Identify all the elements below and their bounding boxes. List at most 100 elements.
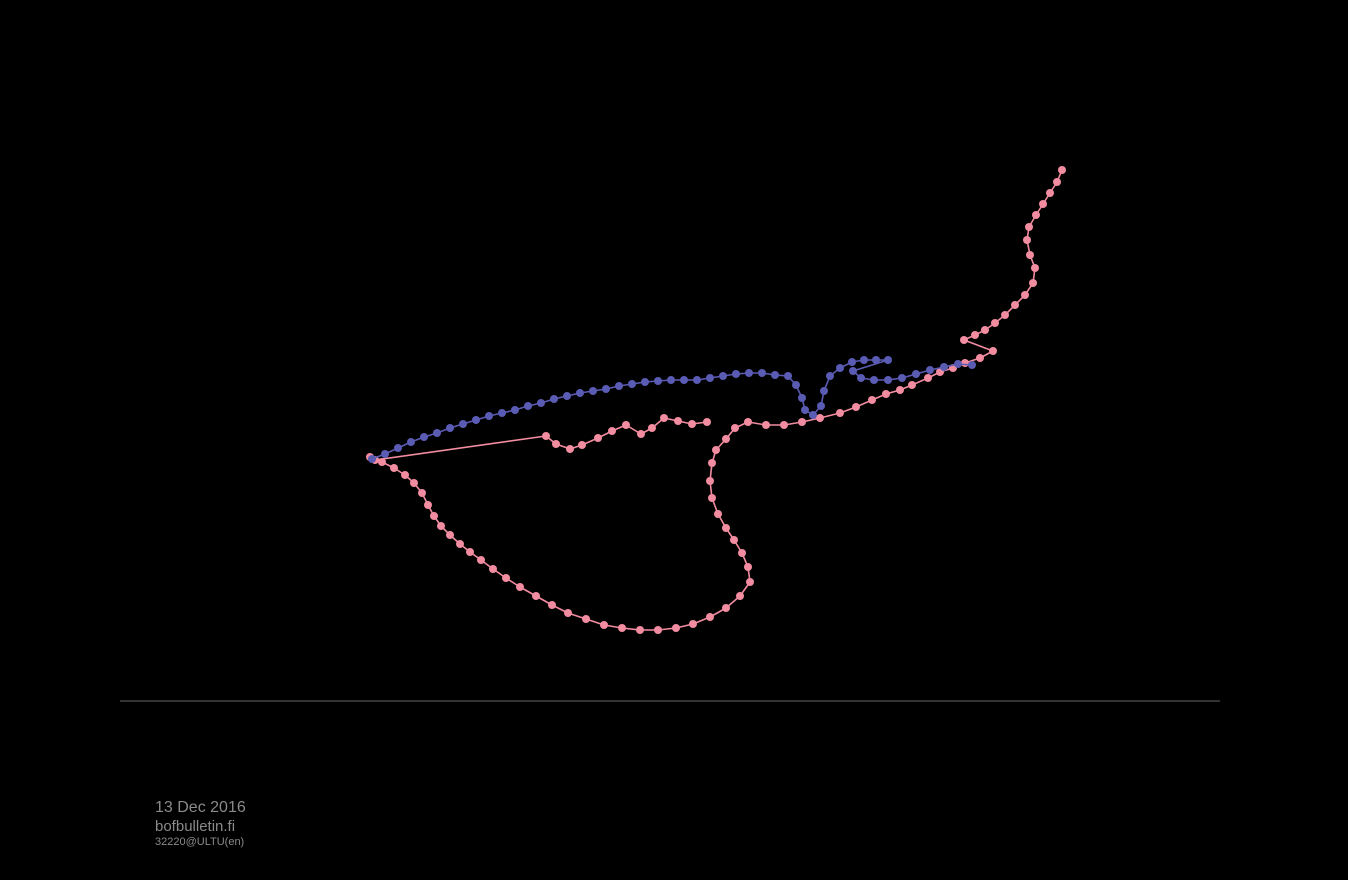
series-marker-blue bbox=[745, 369, 753, 377]
series-marker-pink bbox=[731, 424, 739, 432]
series-marker-blue bbox=[884, 376, 892, 384]
series-marker-blue bbox=[485, 412, 493, 420]
series-marker-pink bbox=[708, 494, 716, 502]
series-marker-blue bbox=[912, 370, 920, 378]
series-marker-blue bbox=[472, 416, 480, 424]
series-marker-pink bbox=[706, 613, 714, 621]
series-marker-pink bbox=[989, 347, 997, 355]
series-marker-blue bbox=[563, 392, 571, 400]
series-marker-blue bbox=[654, 377, 662, 385]
series-marker-pink bbox=[618, 624, 626, 632]
series-marker-pink bbox=[456, 540, 464, 548]
series-marker-pink bbox=[578, 441, 586, 449]
series-marker-blue bbox=[615, 382, 623, 390]
series-marker-blue bbox=[589, 387, 597, 395]
footer-code: 32220@ULTU(en) bbox=[155, 836, 246, 850]
series-marker-blue bbox=[719, 372, 727, 380]
series-marker-pink bbox=[410, 479, 418, 487]
series-marker-blue bbox=[524, 402, 532, 410]
series-marker-pink bbox=[868, 396, 876, 404]
series-marker-pink bbox=[648, 424, 656, 432]
series-marker-pink bbox=[1021, 291, 1029, 299]
series-marker-pink bbox=[714, 510, 722, 518]
series-marker-pink bbox=[738, 549, 746, 557]
series-marker-pink bbox=[424, 501, 432, 509]
series-marker-blue bbox=[798, 394, 806, 402]
series-marker-blue bbox=[758, 369, 766, 377]
series-marker-pink bbox=[608, 427, 616, 435]
series-marker-blue bbox=[680, 376, 688, 384]
series-marker-pink bbox=[1001, 311, 1009, 319]
series-marker-blue bbox=[954, 360, 962, 368]
series-marker-pink bbox=[622, 421, 630, 429]
series-marker-pink bbox=[564, 609, 572, 617]
series-marker-pink bbox=[378, 458, 386, 466]
series-marker-pink bbox=[722, 524, 730, 532]
series-marker-blue bbox=[459, 420, 467, 428]
series-marker-pink bbox=[971, 331, 979, 339]
series-marker-pink bbox=[489, 565, 497, 573]
series-marker-pink bbox=[674, 417, 682, 425]
series-marker-blue bbox=[706, 374, 714, 382]
series-marker-pink bbox=[961, 359, 969, 367]
series-marker-pink bbox=[418, 489, 426, 497]
series-marker-pink bbox=[1039, 200, 1047, 208]
series-marker-blue bbox=[498, 409, 506, 417]
series-marker-pink bbox=[660, 414, 668, 422]
series-marker-pink bbox=[552, 440, 560, 448]
series-marker-blue bbox=[836, 364, 844, 372]
series-marker-blue bbox=[693, 376, 701, 384]
series-marker-pink bbox=[744, 563, 752, 571]
series-marker-pink bbox=[708, 459, 716, 467]
series-marker-blue bbox=[870, 376, 878, 384]
series-marker-blue bbox=[940, 363, 948, 371]
series-marker-pink bbox=[390, 464, 398, 472]
series-marker-pink bbox=[636, 626, 644, 634]
series-marker-pink bbox=[852, 403, 860, 411]
series-marker-blue bbox=[792, 381, 800, 389]
series-marker-pink bbox=[1058, 166, 1066, 174]
series-marker-pink bbox=[516, 583, 524, 591]
series-marker-pink bbox=[960, 336, 968, 344]
series-marker-blue bbox=[628, 380, 636, 388]
series-marker-blue bbox=[826, 372, 834, 380]
series-marker-blue bbox=[732, 370, 740, 378]
series-marker-pink bbox=[430, 512, 438, 520]
series-marker-pink bbox=[722, 604, 730, 612]
series-marker-pink bbox=[654, 626, 662, 634]
series-marker-pink bbox=[896, 386, 904, 394]
series-line-pink bbox=[370, 170, 1062, 630]
series-marker-pink bbox=[466, 548, 474, 556]
series-blue bbox=[368, 356, 976, 463]
series-marker-pink bbox=[1029, 279, 1037, 287]
series-marker-blue bbox=[537, 399, 545, 407]
series-marker-pink bbox=[637, 430, 645, 438]
series-marker-pink bbox=[882, 390, 890, 398]
chart-footer: 13 Dec 2016 bofbulletin.fi 32220@ULTU(en… bbox=[155, 798, 246, 851]
series-marker-pink bbox=[1046, 189, 1054, 197]
series-marker-pink bbox=[446, 531, 454, 539]
series-marker-pink bbox=[981, 326, 989, 334]
series-marker-pink bbox=[712, 446, 720, 454]
series-marker-blue bbox=[872, 356, 880, 364]
series-marker-blue bbox=[771, 371, 779, 379]
series-marker-blue bbox=[641, 378, 649, 386]
series-marker-blue bbox=[433, 429, 441, 437]
series-marker-pink bbox=[582, 615, 590, 623]
series-marker-pink bbox=[1053, 178, 1061, 186]
series-marker-blue bbox=[926, 366, 934, 374]
series-marker-pink bbox=[600, 621, 608, 629]
series-marker-pink bbox=[1011, 301, 1019, 309]
series-marker-pink bbox=[401, 471, 409, 479]
series-marker-blue bbox=[420, 433, 428, 441]
chart-canvas bbox=[0, 0, 1348, 880]
series-marker-pink bbox=[762, 421, 770, 429]
series-marker-blue bbox=[968, 361, 976, 369]
series-marker-blue bbox=[511, 406, 519, 414]
series-marker-pink bbox=[689, 620, 697, 628]
series-marker-pink bbox=[976, 354, 984, 362]
series-marker-blue bbox=[394, 444, 402, 452]
series-marker-pink bbox=[566, 445, 574, 453]
series-marker-pink bbox=[1032, 211, 1040, 219]
series-marker-blue bbox=[602, 385, 610, 393]
